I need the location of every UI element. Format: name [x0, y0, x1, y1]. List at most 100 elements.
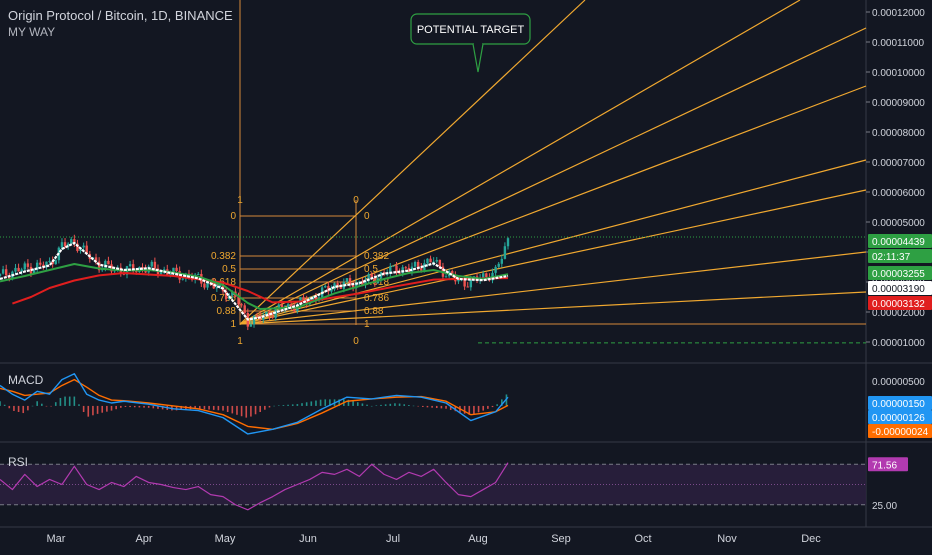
macd-histogram-bar	[198, 405, 201, 409]
candle-body	[32, 269, 36, 274]
candle-body	[364, 281, 367, 286]
macd-histogram-bar	[245, 405, 248, 418]
macd-histogram-bar	[417, 405, 419, 407]
macd-histogram-bar	[412, 405, 415, 407]
candle-body	[345, 278, 349, 282]
fib-axis-label: 0	[353, 336, 359, 347]
macd-histogram-bar	[491, 405, 494, 408]
macd-histogram-bar	[41, 403, 43, 406]
candle-body	[203, 283, 206, 288]
candle-body	[224, 291, 228, 300]
candle-body	[503, 246, 507, 259]
macd-histogram-bar	[264, 405, 266, 410]
candle-body	[302, 297, 305, 301]
candle-body	[42, 264, 45, 267]
macd-histogram-bar	[277, 405, 280, 406]
time-axis-label: Oct	[634, 533, 651, 545]
macd-histogram-bar	[282, 405, 285, 406]
candle-body	[466, 286, 469, 288]
macd-histogram-bar	[449, 405, 452, 410]
macd-histogram-bar	[13, 405, 15, 411]
fib-level-label-right: 0.382	[364, 251, 389, 262]
candle-body	[162, 269, 166, 271]
macd-histogram-bar	[175, 405, 178, 411]
macd-histogram-bar	[50, 405, 52, 407]
candle-body	[469, 279, 473, 288]
macd-histogram-bar	[375, 405, 378, 406]
price-axis-badge	[868, 281, 932, 295]
macd-histogram-bar	[68, 396, 71, 406]
macd-histogram-bar	[273, 405, 275, 407]
candle-body	[280, 304, 284, 310]
macd-histogram-bar	[133, 405, 136, 408]
macd-histogram-bar	[370, 405, 373, 407]
candle-body	[289, 304, 293, 307]
macd-histogram-bar	[3, 404, 6, 406]
macd-histogram-bar	[226, 405, 229, 413]
candle-body	[252, 315, 256, 325]
ma-green-line	[0, 263, 509, 310]
candle-body	[506, 238, 510, 247]
fan-line	[239, 0, 801, 325]
candle-body	[35, 262, 39, 270]
price-axis-label: 0.00001000	[872, 338, 925, 349]
price-axis-badge	[868, 266, 932, 280]
macd-histogram-bar	[115, 405, 117, 410]
candle-body	[26, 263, 30, 267]
price-axis-badge-text: 0.00003190	[872, 284, 925, 295]
candle-body	[60, 242, 64, 248]
price-axis-badge	[868, 296, 932, 310]
symbol-title: Origin Protocol / Bitcoin, 1D, BINANCE	[8, 8, 233, 23]
candle-body	[423, 263, 426, 271]
candle-body	[482, 273, 485, 279]
fib-level-label-right: 0.786	[364, 293, 389, 304]
macd-histogram-bar	[54, 402, 57, 406]
candle-body	[206, 282, 209, 288]
macd-histogram-bar	[440, 405, 443, 409]
macd-histogram-bar	[338, 399, 340, 406]
macd-histogram-bar	[82, 405, 85, 413]
macd-histogram-bar	[347, 399, 350, 406]
candle-body	[429, 258, 432, 263]
macd-histogram-bar	[27, 405, 29, 411]
candle-body	[20, 269, 23, 272]
macd-histogram-bar	[64, 396, 66, 406]
candle-body	[333, 283, 336, 290]
candle-body	[407, 267, 411, 273]
time-axis-label: Mar	[47, 533, 66, 545]
macd-histogram-bar	[120, 405, 122, 408]
candle-body	[14, 267, 17, 272]
macd-histogram-bar	[426, 405, 429, 408]
macd-histogram-bar	[78, 404, 80, 406]
macd-histogram-bar	[17, 405, 20, 413]
candle-body	[370, 274, 373, 278]
macd-histogram-bar	[487, 405, 489, 409]
price-axis-label: 0.00010000	[872, 68, 925, 79]
macd-histogram-bar	[473, 405, 475, 415]
candle-body	[122, 273, 126, 275]
macd-histogram-bar	[87, 405, 90, 417]
macd-histogram-bar	[324, 399, 327, 406]
candle-body	[389, 266, 392, 274]
price-axis-badge-text: 02:11:37	[872, 252, 911, 263]
candle-body	[131, 264, 135, 272]
macd-histogram-bar	[254, 405, 257, 415]
macd-histogram-bar	[45, 405, 48, 407]
candle-body	[82, 245, 85, 248]
macd-histogram-bar	[31, 405, 34, 407]
candle-body	[240, 304, 243, 306]
macd-axis-badge-text: 0.00000126	[872, 413, 925, 424]
candle-body	[355, 282, 358, 289]
macd-histogram-bar	[222, 405, 224, 411]
macd-histogram-bar	[366, 404, 368, 406]
macd-histogram-bar	[212, 405, 215, 410]
candle-body	[330, 289, 333, 292]
candle-body	[231, 291, 234, 296]
macd-histogram-bar	[143, 405, 145, 408]
candle-body	[367, 274, 370, 282]
candle-body	[48, 260, 51, 262]
candle-body	[432, 261, 435, 263]
candle-body	[73, 239, 76, 244]
